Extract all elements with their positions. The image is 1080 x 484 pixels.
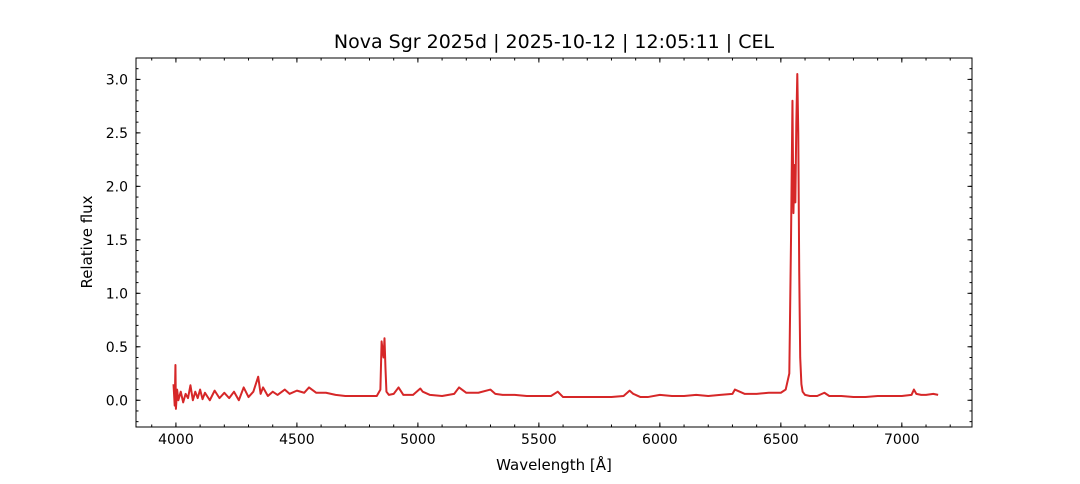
x-tick-label: 6500 (763, 432, 799, 448)
y-axis-label: Relative flux (78, 195, 96, 288)
x-axis-label: Wavelength [Å] (496, 455, 612, 474)
x-tick-label: 7000 (884, 432, 920, 448)
y-tick-label: 0.0 (106, 393, 128, 409)
chart-title: Nova Sgr 2025d | 2025-10-12 | 12:05:11 |… (334, 31, 775, 53)
y-tick-label: 1.5 (106, 233, 128, 249)
y-tick-label: 2.0 (106, 179, 128, 195)
x-tick-label: 4000 (158, 432, 194, 448)
y-tick-label: 2.5 (106, 126, 128, 142)
y-tick-label: 3.0 (106, 72, 128, 88)
x-tick-label: 6000 (642, 432, 678, 448)
x-tick-label: 5500 (521, 432, 557, 448)
x-tick-label: 5000 (400, 432, 436, 448)
y-tick-label: 0.5 (106, 340, 128, 356)
spectrum-line (172, 73, 939, 410)
x-tick-label: 4500 (279, 432, 315, 448)
y-tick-label: 1.0 (106, 286, 128, 302)
plot-frame (135, 57, 973, 428)
